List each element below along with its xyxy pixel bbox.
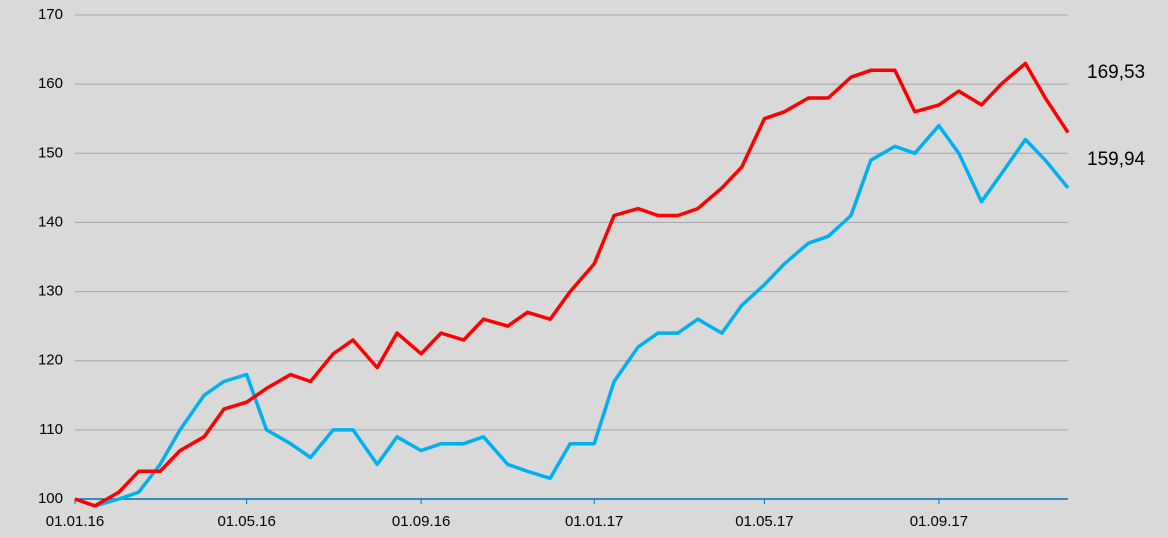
y-tick-label: 150 xyxy=(38,144,63,161)
line-series xyxy=(74,61,1070,508)
y-tick-label: 100 xyxy=(38,490,63,507)
y-tick-label: 110 xyxy=(39,421,63,438)
x-tick-label: 01.01.17 xyxy=(565,513,623,530)
x-tick-label: 01.05.16 xyxy=(217,513,275,530)
y-tick-label: 160 xyxy=(38,75,63,92)
end-label: 159,94 xyxy=(1087,149,1146,170)
x-tick-label: 01.01.16 xyxy=(46,513,104,530)
y-tick-label: 170 xyxy=(38,6,63,23)
x-tick-label: 01.09.17 xyxy=(910,513,968,530)
y-tick-label: 130 xyxy=(38,283,63,300)
line-series xyxy=(74,123,1070,508)
y-tick-label: 120 xyxy=(38,352,63,369)
x-tick-label: 01.09.16 xyxy=(392,513,450,530)
y-tick-label: 140 xyxy=(38,213,63,230)
x-tick-label: 01.05.17 xyxy=(735,513,793,530)
end-label: 169,53 xyxy=(1087,62,1145,83)
